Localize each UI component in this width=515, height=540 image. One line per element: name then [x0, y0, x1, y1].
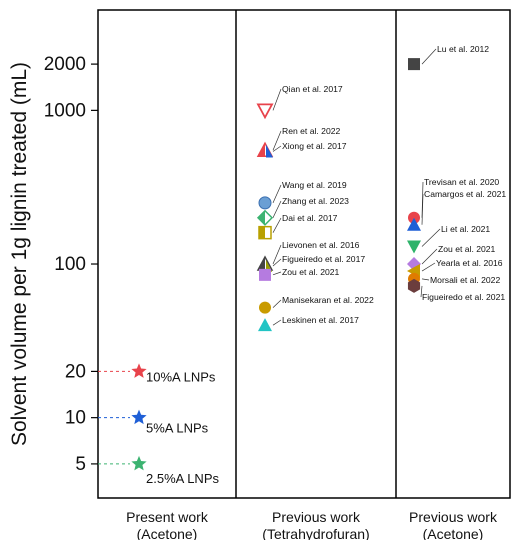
leader-line — [272, 271, 282, 276]
data-label: Trevisan et al. 2020 — [424, 177, 499, 187]
data-point — [258, 196, 272, 210]
data-label: Zou et al. 2021 — [282, 267, 340, 277]
data-label: Lievonen et al. 2016 — [282, 240, 360, 250]
data-label: Qian et al. 2017 — [282, 84, 343, 94]
data-label: Zhang et al. 2023 — [282, 196, 349, 206]
data-point — [259, 301, 271, 314]
y-axis-title: Solvent volume per 1g lignin treated (mL… — [8, 62, 31, 446]
category-label-sub: (Acetone) — [137, 526, 198, 540]
data-point — [258, 318, 272, 332]
leader-line — [272, 130, 282, 151]
category-label: Present work — [126, 509, 209, 525]
data-point — [256, 103, 274, 120]
y-tick-label: 100 — [54, 254, 86, 275]
data-label: 2.5%A LNPs — [146, 471, 219, 486]
leader-line — [421, 193, 424, 225]
leader-line — [272, 319, 282, 326]
data-point-fill — [259, 226, 265, 239]
data-point — [407, 217, 421, 231]
data-label: Li et al. 2021 — [441, 224, 490, 234]
data-point-fill — [258, 257, 265, 271]
leader-line — [272, 88, 282, 111]
leader-line — [272, 145, 282, 152]
data-point — [259, 268, 271, 281]
data-point — [407, 240, 421, 254]
leader-line — [272, 299, 282, 308]
y-tick-label: 20 — [65, 361, 86, 382]
category-label: Previous work — [409, 509, 498, 525]
data-label: Lu et al. 2012 — [437, 44, 489, 54]
leader-line — [272, 217, 282, 233]
data-point-fill — [258, 143, 265, 157]
data-label: Morsali et al. 2022 — [430, 275, 500, 285]
leader-line — [272, 244, 282, 265]
data-point — [408, 211, 420, 224]
leader-line — [421, 262, 436, 272]
data-point-star — [131, 409, 147, 425]
leader-line — [272, 184, 282, 204]
data-point-fill — [258, 210, 265, 225]
data-label: Dai et al. 2017 — [282, 213, 338, 223]
data-point — [408, 58, 420, 71]
data-label: Leskinen et al. 2017 — [282, 315, 359, 325]
leader-line — [421, 248, 438, 265]
category-label-sub: (Tetrahydrofuran) — [262, 526, 369, 540]
leader-line — [421, 278, 430, 281]
data-label: Zou et al. 2021 — [438, 244, 496, 254]
data-label: Manisekaran et al. 2022 — [282, 295, 374, 305]
leader-line — [420, 285, 423, 298]
plot-frame — [97, 9, 511, 499]
y-tick-label: 10 — [65, 408, 86, 429]
data-label: Figueiredo et al. 2017 — [282, 254, 365, 264]
y-tick-label: 1000 — [44, 100, 86, 121]
leader-line — [272, 258, 282, 267]
data-label: Figueiredo et al. 2021 — [422, 292, 505, 302]
y-tick-label: 5 — [75, 454, 86, 475]
data-point — [266, 144, 273, 158]
data-label: 10%A LNPs — [146, 369, 216, 384]
data-point — [407, 278, 421, 293]
data-label: Camargos et al. 2021 — [424, 189, 506, 199]
leader-line — [421, 48, 437, 65]
data-label: 5%A LNPs — [146, 421, 209, 436]
category-label-sub: (Acetone) — [423, 526, 484, 540]
data-label: Wang et al. 2019 — [282, 180, 347, 190]
leader-line — [272, 200, 282, 218]
leader-line — [421, 228, 441, 247]
data-point-star — [131, 455, 147, 471]
data-label: Xiong et al. 2017 — [282, 141, 347, 151]
data-label: Yearla et al. 2016 — [436, 258, 503, 268]
data-point-star — [131, 363, 147, 378]
data-label: Ren et al. 2022 — [282, 126, 341, 136]
category-label: Previous work — [272, 509, 361, 525]
y-tick-label: 2000 — [44, 54, 86, 75]
